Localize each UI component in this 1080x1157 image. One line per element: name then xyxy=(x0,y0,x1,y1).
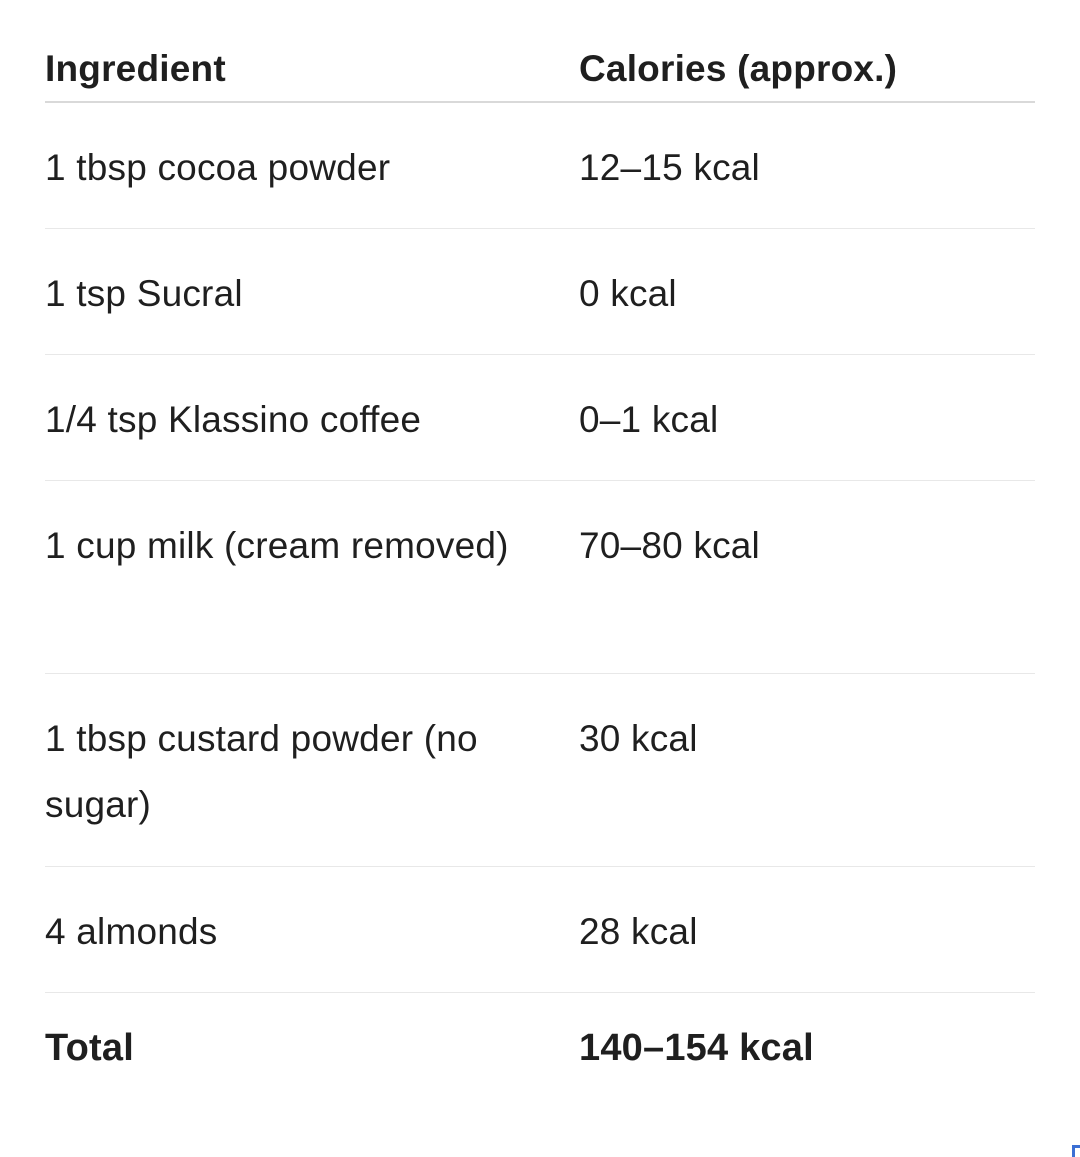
ingredient-cell: 1/4 tsp Klassino coffee xyxy=(45,399,422,440)
column-header-ingredient: Ingredient xyxy=(45,48,226,89)
ingredient-cell: 1 tbsp cocoa powder xyxy=(45,147,391,188)
table-row: 1 cup milk (cream removed) 70–80 kcal xyxy=(45,481,1035,674)
table-row: 4 almonds 28 kcal xyxy=(45,867,1035,993)
calories-cell: 70–80 kcal xyxy=(579,525,760,566)
column-header-calories: Calories (approx.) xyxy=(579,48,898,89)
table-header-row: Ingredient Calories (approx.) xyxy=(45,0,1035,103)
corner-edge-icon xyxy=(1072,1145,1080,1157)
ingredient-cell: 4 almonds xyxy=(45,911,218,952)
calories-cell: 12–15 kcal xyxy=(579,147,760,188)
table-row: 1/4 tsp Klassino coffee 0–1 kcal xyxy=(45,355,1035,481)
total-label: Total xyxy=(45,1027,134,1069)
table-total-row: Total 140–154 kcal xyxy=(45,993,1035,1081)
table-row: 1 tsp Sucral 0 kcal xyxy=(45,229,1035,355)
calories-cell: 28 kcal xyxy=(579,911,698,952)
ingredient-cell: 1 tsp Sucral xyxy=(45,273,243,314)
ingredient-cell: 1 tbsp custard powder (no sugar) xyxy=(45,718,478,825)
calories-cell: 0 kcal xyxy=(579,273,677,314)
calories-cell: 0–1 kcal xyxy=(579,399,719,440)
calorie-table: Ingredient Calories (approx.) 1 tbsp coc… xyxy=(45,0,1035,1081)
calories-cell: 30 kcal xyxy=(579,718,698,759)
table-row: 1 tbsp custard powder (no sugar) 30 kcal xyxy=(45,674,1035,867)
ingredient-cell: 1 cup milk (cream removed) xyxy=(45,525,509,566)
total-calories: 140–154 kcal xyxy=(579,1027,814,1069)
table-row: 1 tbsp cocoa powder 12–15 kcal xyxy=(45,103,1035,229)
